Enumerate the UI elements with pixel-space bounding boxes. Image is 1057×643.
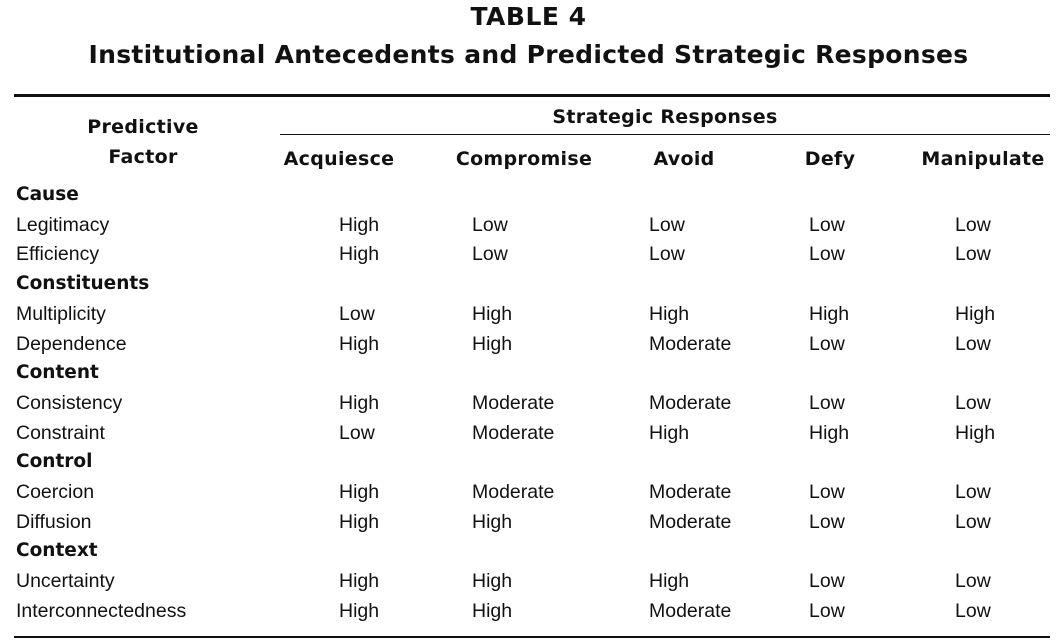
table-cell: High: [472, 510, 513, 533]
row-label: Consistency: [16, 391, 123, 414]
table-cell: High: [339, 391, 380, 414]
table-cell: High: [339, 243, 380, 266]
column-header-defy: Defy: [804, 148, 856, 170]
row-label: Efficiency: [16, 243, 100, 266]
row-label: Coercion: [16, 481, 95, 503]
table-cell: Moderate: [472, 421, 555, 444]
row-label: Uncertainty: [16, 570, 115, 593]
group-header: Strategic Responses: [552, 106, 778, 128]
table-cell: Moderate: [472, 481, 555, 503]
table-cell: Low: [809, 599, 845, 622]
row-label: Multiplicity: [16, 302, 106, 325]
row-label: Constraint: [16, 421, 105, 444]
category-label: Control: [16, 451, 93, 473]
table-cell: High: [809, 302, 850, 325]
column-header-manipulate: Manipulate: [921, 148, 1045, 170]
table-cell: Moderate: [649, 510, 732, 533]
table-cell: Low: [955, 213, 991, 236]
table-row: Efficiency High Low Low Low Low: [0, 239, 1057, 269]
table-cell: Moderate: [649, 332, 732, 355]
table-cell: Low: [809, 510, 845, 533]
bottom-rule: [14, 636, 1050, 638]
table-cell: Low: [649, 213, 685, 236]
table-row: Constraint Low Moderate High High High: [0, 418, 1057, 448]
category-label: Context: [16, 540, 98, 562]
table-cell: Low: [955, 332, 991, 355]
row-header-line1: Predictive: [87, 116, 199, 138]
category-row: Context: [0, 536, 1057, 566]
table-cell: Low: [955, 243, 991, 266]
table-cell: High: [339, 510, 380, 533]
category-label: Content: [16, 362, 99, 384]
table-title: Institutional Antecedents and Predicted …: [88, 40, 969, 69]
table-cell: Low: [955, 599, 991, 622]
row-label: Dependence: [16, 332, 127, 355]
table-cell: Low: [472, 243, 508, 266]
table-cell: High: [339, 481, 380, 503]
table-cell: High: [339, 332, 380, 355]
table-number: TABLE 4: [470, 2, 587, 31]
table-cell: High: [809, 421, 850, 444]
table-cell: Low: [955, 510, 991, 533]
table-cell: Low: [809, 243, 845, 266]
column-header-avoid: Avoid: [653, 148, 715, 170]
table-row: Coercion High Moderate Moderate Low Low: [0, 477, 1057, 507]
row-label: Interconnectedness: [16, 599, 187, 622]
category-row: Content: [0, 358, 1057, 388]
table-cell: High: [955, 302, 996, 325]
table-cell: Low: [809, 213, 845, 236]
table-cell: Low: [339, 302, 375, 325]
table-row: Interconnectedness High High Moderate Low Low: [0, 596, 1057, 626]
row-label: Diffusion: [16, 510, 92, 533]
table-cell: Low: [955, 481, 991, 503]
table-cell: Low: [809, 391, 845, 414]
table-row: Consistency High Moderate Moderate Low Low: [0, 388, 1057, 418]
row-header-line2: Factor: [108, 146, 178, 168]
table-cell: High: [472, 570, 513, 593]
table-cell: Low: [955, 570, 991, 593]
table-cell: Low: [809, 481, 845, 503]
table-cell: Moderate: [472, 391, 555, 414]
row-label: Legitimacy: [16, 213, 110, 236]
table-cell: High: [339, 213, 380, 236]
category-row: Control: [0, 447, 1057, 477]
table-cell: Low: [809, 570, 845, 593]
table-cell: Low: [649, 243, 685, 266]
category-label: Constituents: [16, 273, 150, 295]
table-row: Diffusion High High Moderate Low Low: [0, 507, 1057, 537]
table-row: Uncertainty High High High Low Low: [0, 566, 1057, 596]
table-cell: High: [649, 570, 690, 593]
table-cell: Moderate: [649, 599, 732, 622]
table-cell: High: [472, 332, 513, 355]
table-cell: High: [955, 421, 996, 444]
table-cell: Low: [809, 332, 845, 355]
table-row: Multiplicity Low High High High High: [0, 299, 1057, 329]
table-cell: High: [339, 570, 380, 593]
table-cell: High: [472, 599, 513, 622]
table-cell: Low: [339, 421, 375, 444]
table-cell: Moderate: [649, 481, 732, 503]
table-cell: High: [339, 599, 380, 622]
column-header-acquiesce: Acquiesce: [283, 148, 395, 170]
column-header-compromise: Compromise: [455, 148, 593, 170]
table-cell: High: [649, 302, 690, 325]
group-header-rule: [280, 134, 1050, 135]
table-cell: Moderate: [649, 391, 732, 414]
table-cell: High: [472, 302, 513, 325]
category-row: Cause: [0, 180, 1057, 210]
table-row: Dependence High High Moderate Low Low: [0, 329, 1057, 359]
category-label: Cause: [16, 184, 79, 205]
table-cell: High: [649, 421, 690, 444]
table-row: Legitimacy High Low Low Low Low: [0, 210, 1057, 240]
table-cell: Low: [472, 213, 508, 236]
category-row: Constituents: [0, 269, 1057, 299]
table-cell: Low: [955, 391, 991, 414]
top-rule: [14, 94, 1050, 97]
